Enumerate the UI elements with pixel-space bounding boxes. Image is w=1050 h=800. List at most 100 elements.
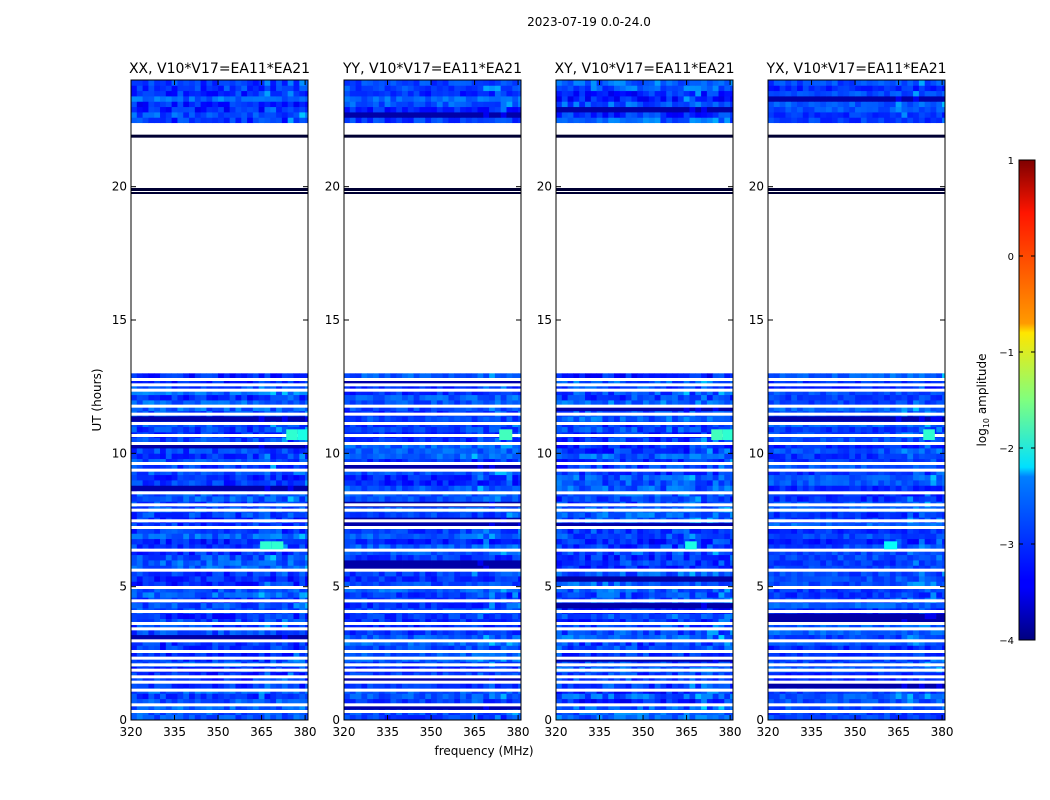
heat-cell bbox=[305, 538, 308, 545]
heat-cell bbox=[448, 704, 455, 710]
heat-cell bbox=[454, 640, 461, 646]
heat-cell bbox=[436, 672, 444, 678]
heat-cell bbox=[494, 576, 502, 582]
heat-cell bbox=[431, 554, 438, 561]
heat-cell bbox=[229, 570, 236, 577]
heat-cell bbox=[419, 485, 426, 492]
heat-cell bbox=[270, 90, 277, 97]
heat-cell bbox=[494, 672, 502, 678]
heat-cell bbox=[396, 640, 403, 646]
heat-cell bbox=[247, 474, 254, 481]
heat-cell bbox=[396, 474, 403, 481]
heat-cell bbox=[425, 528, 432, 534]
heat-cell bbox=[512, 528, 519, 534]
heat-cell bbox=[148, 453, 155, 460]
heat-cell bbox=[293, 400, 300, 406]
heat-cell bbox=[465, 117, 473, 124]
heat-cell bbox=[171, 106, 178, 113]
heat-cell bbox=[270, 693, 277, 700]
heat-cell bbox=[413, 378, 420, 385]
heat-cell bbox=[494, 613, 502, 620]
heat-cell bbox=[264, 101, 271, 108]
heat-cell bbox=[200, 373, 207, 380]
heat-cell bbox=[494, 464, 502, 470]
heat-cell bbox=[518, 512, 521, 518]
heat-cell bbox=[131, 704, 138, 710]
heat-cell bbox=[252, 512, 260, 518]
heat-cell bbox=[247, 592, 254, 598]
heat-cell bbox=[258, 693, 265, 700]
heat-cell bbox=[200, 117, 207, 124]
heat-cell bbox=[299, 618, 306, 625]
heat-cell bbox=[293, 538, 300, 545]
heat-cell bbox=[442, 373, 449, 380]
heat-cell bbox=[218, 112, 225, 118]
heat-cell bbox=[367, 672, 374, 678]
heat-cell bbox=[489, 448, 496, 454]
heat-cell bbox=[189, 677, 196, 684]
heat-cell bbox=[465, 85, 473, 92]
heat-cell bbox=[500, 464, 507, 470]
x-tick-label: 335 bbox=[376, 725, 399, 739]
heat-cell bbox=[264, 458, 271, 465]
heat-cell bbox=[442, 634, 449, 641]
heat-cell bbox=[177, 405, 184, 412]
heat-cell bbox=[477, 117, 484, 124]
heat-cell bbox=[355, 90, 362, 97]
heat-cell bbox=[378, 586, 386, 593]
heat-cell bbox=[361, 458, 368, 465]
heat-cell bbox=[373, 80, 380, 86]
heat-cell bbox=[367, 389, 374, 396]
heat-cell bbox=[489, 565, 496, 572]
heat-cell bbox=[229, 458, 236, 465]
heat-cell bbox=[165, 426, 173, 433]
heat-cell bbox=[413, 389, 420, 396]
heat-cell bbox=[229, 85, 236, 92]
heat-cell bbox=[384, 453, 391, 460]
heat-cell bbox=[344, 416, 351, 422]
heat-cell bbox=[483, 544, 490, 550]
heat-cell bbox=[229, 533, 236, 540]
heat-cell bbox=[672, 682, 679, 689]
heat-cell bbox=[637, 693, 644, 700]
heat-cell bbox=[494, 442, 502, 449]
heat-cell bbox=[305, 592, 308, 598]
heat-cell bbox=[165, 373, 173, 380]
heat-cell bbox=[235, 394, 242, 401]
heat-cell bbox=[373, 672, 380, 678]
heat-cell bbox=[349, 442, 356, 449]
rfi-feature bbox=[499, 429, 513, 440]
heat-cell bbox=[241, 677, 248, 684]
heat-cell bbox=[136, 464, 143, 470]
heat-cell bbox=[556, 682, 563, 689]
panel-frame bbox=[130, 79, 309, 721]
heat-cell bbox=[402, 570, 409, 577]
heat-cell bbox=[142, 90, 149, 97]
heat-cell bbox=[367, 592, 374, 598]
heat-cell bbox=[431, 480, 438, 486]
heat-cell bbox=[212, 96, 219, 102]
heat-cell bbox=[460, 496, 467, 502]
heat-cell bbox=[419, 512, 426, 518]
heat-cell bbox=[189, 624, 196, 630]
heat-cell bbox=[407, 442, 415, 449]
heat-cell bbox=[177, 117, 184, 124]
heat-cell bbox=[223, 90, 231, 97]
heat-cell bbox=[223, 496, 231, 502]
heat-cell bbox=[489, 485, 496, 492]
heat-cell bbox=[436, 624, 444, 630]
heat-cell bbox=[512, 85, 519, 92]
heat-cell bbox=[448, 384, 455, 390]
heat-cell bbox=[361, 416, 368, 422]
heat-cell bbox=[460, 650, 467, 657]
heat-cell bbox=[402, 384, 409, 390]
heat-cell bbox=[344, 378, 351, 385]
heat-cell bbox=[293, 549, 300, 556]
heat-cell bbox=[465, 634, 473, 641]
heat-cell bbox=[148, 554, 155, 561]
heat-cell bbox=[281, 416, 289, 422]
heat-cell bbox=[344, 106, 351, 113]
heat-cell bbox=[465, 672, 473, 678]
heat-cell bbox=[378, 378, 386, 385]
heat-cell bbox=[477, 448, 484, 454]
